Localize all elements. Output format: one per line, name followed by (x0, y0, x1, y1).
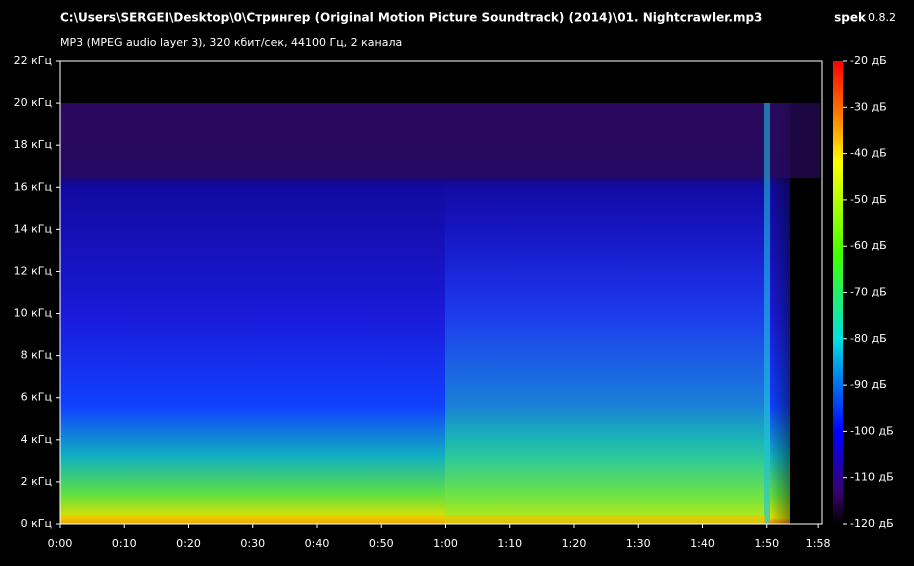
y-tick-label: 22 кГц (14, 54, 52, 67)
file-title: C:\Users\SERGEI\Desktop\0\Стрингер (Orig… (60, 11, 762, 25)
colorbar-tick-label: -50 дБ (850, 193, 887, 206)
y-tick-label: 10 кГц (14, 307, 52, 320)
spectrogram-image (60, 103, 820, 524)
colorbar-tick-label: -90 дБ (850, 378, 887, 391)
app-version: 0.8.2 (868, 11, 896, 24)
y-tick-label: 8 кГц (21, 349, 52, 362)
y-tick-label: 16 кГц (14, 180, 52, 193)
x-tick-label: 1:58 (806, 537, 831, 550)
colorbar-tick-label: -40 дБ (850, 147, 887, 160)
x-tick-label: 0:40 (305, 537, 330, 550)
colorbar-tick-label: -110 дБ (850, 471, 894, 484)
x-tick-label: 1:30 (626, 537, 651, 550)
x-tick-label: 1:00 (433, 537, 458, 550)
y-tick-label: 0 кГц (21, 517, 52, 530)
x-tick-label: 1:50 (754, 537, 779, 550)
y-tick-label: 18 кГц (14, 138, 52, 151)
colorbar-tick-label: -100 дБ (850, 424, 894, 437)
plot-frame (59, 60, 823, 525)
x-tick-label: 1:40 (690, 537, 715, 550)
x-tick-label: 0:10 (112, 537, 137, 550)
x-tick-label: 0:20 (176, 537, 201, 550)
y-tick-label: 6 кГц (21, 391, 52, 404)
x-tick-label: 0:30 (240, 537, 265, 550)
colorbar-tick-label: -20 дБ (850, 54, 887, 67)
colorbar-tick-label: -60 дБ (850, 239, 887, 252)
y-tick-label: 12 кГц (14, 264, 52, 277)
y-tick-label: 4 кГц (21, 433, 52, 446)
x-tick-label: 1:10 (497, 537, 522, 550)
app-name: spek (834, 11, 867, 25)
colorbar (833, 61, 843, 524)
x-tick-label: 1:20 (562, 537, 587, 550)
file-info: MP3 (MPEG audio layer 3), 320 кбит/сек, … (60, 36, 402, 49)
y-tick-label: 14 кГц (14, 222, 52, 235)
x-tick-label: 0:50 (369, 537, 394, 550)
y-tick-label: 20 кГц (14, 96, 52, 109)
colorbar-tick-label: -120 дБ (850, 517, 894, 530)
colorbar-tick-label: -30 дБ (850, 100, 887, 113)
x-tick-label: 0:00 (48, 537, 73, 550)
colorbar-tick-label: -70 дБ (850, 286, 887, 299)
colorbar-tick-label: -80 дБ (850, 332, 887, 345)
y-tick-label: 2 кГц (21, 475, 52, 488)
